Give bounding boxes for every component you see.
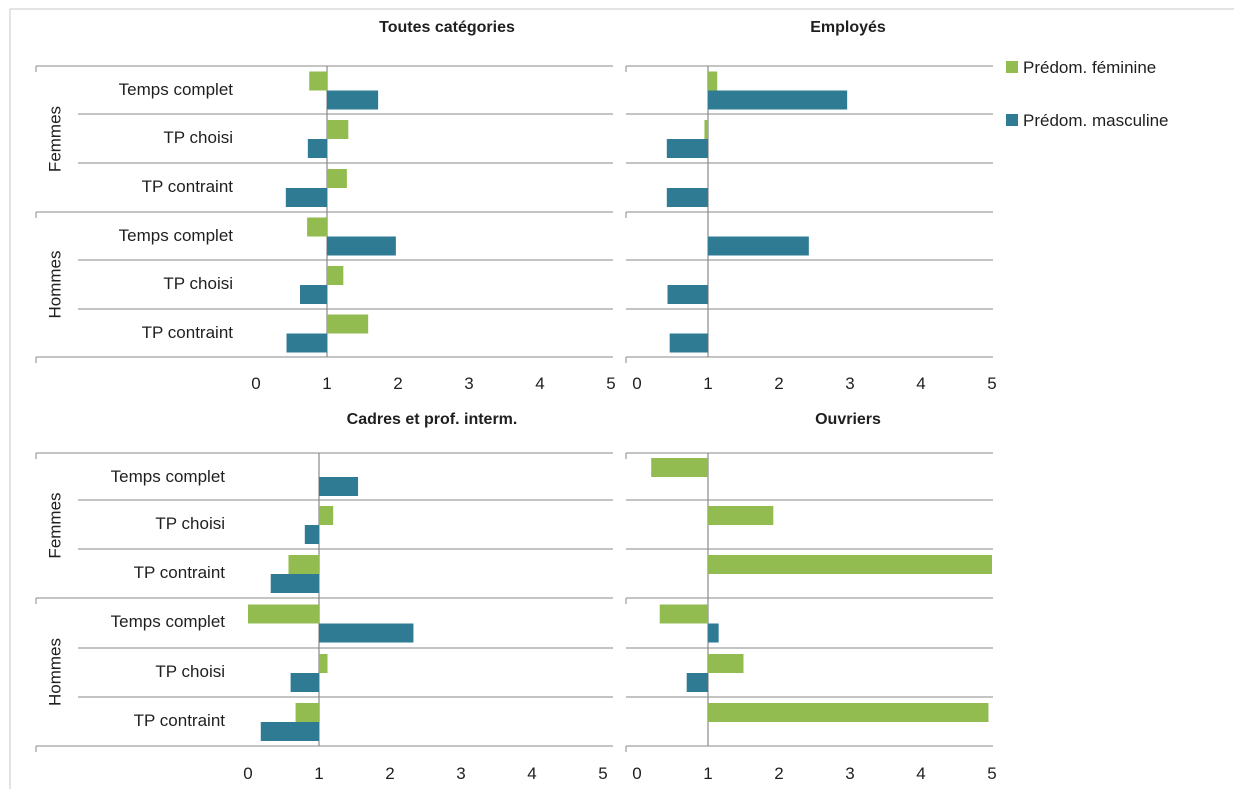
panel-1: Toutes catégories Femmes Temps complet TP c…: [35, 19, 616, 393]
legend-swatch: [1006, 61, 1018, 73]
x-tick-label: 2: [385, 764, 394, 783]
bar-masculine: [708, 90, 848, 110]
x-tick-label: 1: [703, 374, 712, 393]
category-label: TP choisi: [163, 274, 233, 293]
bar-masculine: [307, 139, 327, 158]
bar-masculine: [686, 673, 708, 692]
category-label: Temps complet: [119, 226, 234, 245]
bar-feminine: [288, 555, 319, 574]
x-tick-label: 1: [322, 374, 331, 393]
bar-feminine: [327, 314, 369, 334]
bar-feminine: [307, 217, 327, 237]
group-label: Femmes: [45, 492, 64, 558]
x-tick-label: 3: [456, 764, 465, 783]
bar-feminine: [708, 555, 992, 574]
bar-masculine: [708, 236, 809, 256]
category-label: TP contraint: [142, 177, 234, 196]
category-label: TP choisi: [163, 128, 233, 147]
bar-feminine: [319, 506, 334, 525]
panel-title: Toutes catégories: [379, 19, 515, 36]
x-tick-label: 4: [916, 764, 925, 783]
legend-swatch: [1006, 114, 1018, 126]
category-label: Temps complet: [119, 80, 234, 99]
panel-4: Ouvriers 0 1 2 3 4 5: [625, 411, 997, 783]
chart-legend: Prédom. féminine Prédom. masculine: [1006, 58, 1169, 130]
bar-feminine: [651, 458, 708, 477]
bar-masculine: [327, 90, 379, 110]
group-label: Hommes: [45, 638, 64, 706]
panel-title: Ouvriers: [815, 411, 881, 428]
category-label: TP choisi: [155, 514, 225, 533]
x-tick-label: 1: [314, 764, 323, 783]
bar-feminine: [708, 506, 774, 525]
x-tick-label: 3: [845, 764, 854, 783]
bar-feminine: [704, 120, 708, 139]
x-tick-label: 2: [393, 374, 402, 393]
bar-masculine: [319, 623, 414, 643]
bar-masculine: [300, 285, 327, 304]
category-label: TP choisi: [155, 662, 225, 681]
category-label: Temps complet: [111, 612, 226, 631]
bar-feminine: [708, 703, 989, 722]
category-label: Temps complet: [111, 467, 226, 486]
legend-item: Prédom. masculine: [1006, 111, 1169, 130]
bar-masculine: [666, 139, 708, 158]
bar-feminine: [327, 169, 347, 188]
bar-masculine: [304, 525, 319, 544]
panel-title: Employés: [810, 19, 886, 36]
bar-feminine: [309, 71, 327, 91]
bar-feminine: [708, 71, 718, 91]
category-label: TP contraint: [134, 563, 226, 582]
x-tick-label: 0: [632, 374, 641, 393]
chart-panels: Toutes catégories Femmes Temps complet TP c…: [35, 19, 997, 783]
bar-masculine: [290, 673, 319, 692]
x-tick-label: 5: [987, 764, 996, 783]
bar-masculine: [260, 722, 319, 741]
bar-masculine: [669, 333, 708, 353]
x-tick-label: 4: [527, 764, 536, 783]
x-tick-label: 0: [632, 764, 641, 783]
bar-feminine: [248, 604, 319, 624]
bar-masculine: [270, 574, 319, 593]
bar-masculine: [286, 333, 327, 353]
x-tick-label: 2: [774, 374, 783, 393]
bar-masculine: [666, 188, 708, 207]
frame-lines: [9, 8, 1234, 789]
panel-title: Cadres et prof. interm.: [347, 411, 518, 428]
x-tick-label: 1: [703, 764, 712, 783]
x-tick-label: 0: [243, 764, 252, 783]
bar-feminine: [659, 604, 708, 624]
panel-2: Employés 0 1 2 3 4 5: [625, 19, 997, 393]
bar-feminine: [319, 654, 328, 673]
x-tick-label: 3: [464, 374, 473, 393]
x-tick-label: 5: [598, 764, 607, 783]
legend-label: Prédom. féminine: [1023, 58, 1156, 77]
category-label: TP contraint: [134, 711, 226, 730]
x-tick-label: 4: [535, 374, 544, 393]
x-tick-label: 3: [845, 374, 854, 393]
bar-feminine: [708, 654, 744, 673]
bar-masculine: [667, 285, 708, 304]
group-label: Femmes: [45, 106, 64, 172]
x-tick-label: 2: [774, 764, 783, 783]
panel-3: Cadres et prof. interm. Femmes Temps compl…: [35, 411, 613, 783]
bar-masculine: [285, 188, 327, 207]
category-label: TP contraint: [142, 323, 234, 342]
legend-item: Prédom. féminine: [1006, 58, 1156, 77]
x-tick-label: 0: [251, 374, 260, 393]
bar-masculine: [327, 236, 396, 256]
bar-masculine: [708, 623, 719, 643]
x-tick-label: 5: [987, 374, 996, 393]
x-tick-label: 4: [916, 374, 925, 393]
bar-feminine: [327, 266, 344, 285]
x-tick-label: 5: [606, 374, 615, 393]
legend-label: Prédom. masculine: [1023, 111, 1169, 130]
bar-feminine: [295, 703, 319, 722]
bar-masculine: [319, 477, 359, 496]
bar-feminine: [327, 120, 349, 139]
group-label: Hommes: [45, 250, 64, 318]
